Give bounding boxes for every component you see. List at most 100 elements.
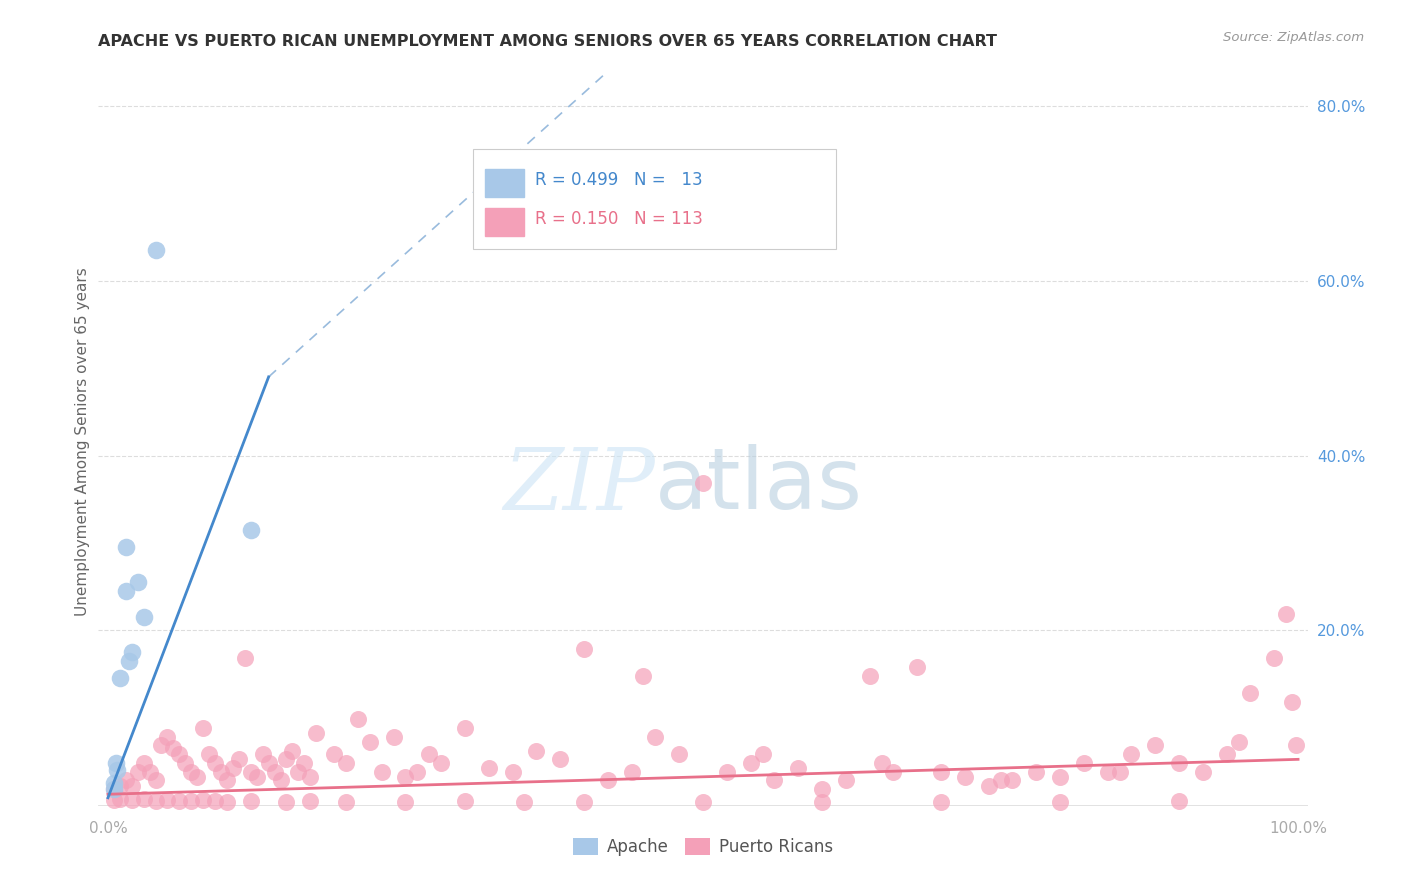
Point	[281, 743, 304, 757]
Text: Source: ZipAtlas.com: Source: ZipAtlas.com	[1223, 31, 1364, 45]
Point	[502, 764, 524, 779]
Point	[169, 794, 191, 808]
Point	[145, 244, 167, 258]
Point	[1263, 651, 1285, 665]
Point	[191, 793, 214, 807]
Y-axis label: Unemployment Among Seniors over 65 years: Unemployment Among Seniors over 65 years	[75, 268, 90, 615]
Point	[929, 764, 952, 779]
Point	[162, 741, 184, 756]
Point	[287, 764, 309, 779]
Point	[1227, 735, 1250, 749]
Point	[811, 795, 834, 809]
Point	[977, 779, 1000, 793]
Point	[222, 761, 245, 775]
Point	[859, 668, 882, 682]
Point	[292, 756, 315, 770]
Text: atlas: atlas	[655, 444, 863, 527]
Point	[763, 773, 786, 788]
Point	[620, 764, 643, 779]
Point	[1108, 764, 1130, 779]
Bar	[485, 169, 524, 197]
Point	[347, 712, 370, 726]
Point	[1239, 686, 1261, 700]
Point	[114, 540, 136, 554]
Point	[114, 583, 136, 598]
Point	[1168, 756, 1191, 770]
Point	[107, 763, 129, 777]
Text: APACHE VS PUERTO RICAN UNEMPLOYMENT AMONG SENIORS OVER 65 YEARS CORRELATION CHAR: APACHE VS PUERTO RICAN UNEMPLOYMENT AMON…	[98, 35, 997, 49]
Point	[204, 794, 226, 808]
Point	[335, 756, 357, 770]
Point	[644, 730, 666, 744]
Point	[180, 794, 202, 808]
Point	[263, 764, 285, 779]
Point	[1275, 607, 1298, 622]
Point	[103, 776, 125, 790]
Point	[1001, 773, 1024, 788]
Point	[335, 795, 357, 809]
Point	[1049, 770, 1071, 784]
Point	[1097, 764, 1119, 779]
Point	[811, 782, 834, 797]
Point	[180, 764, 202, 779]
Point	[246, 770, 269, 784]
Point	[132, 610, 155, 624]
Point	[108, 671, 131, 685]
Point	[692, 795, 714, 809]
Point	[150, 739, 173, 753]
Point	[118, 654, 141, 668]
Point	[228, 752, 250, 766]
Point	[233, 651, 256, 665]
Point	[787, 761, 810, 775]
Point	[276, 752, 298, 766]
Text: R = 0.150   N = 113: R = 0.150 N = 113	[534, 211, 703, 228]
Point	[1073, 756, 1095, 770]
Point	[103, 793, 125, 807]
Point	[270, 773, 292, 788]
Point	[132, 756, 155, 770]
Point	[121, 645, 143, 659]
Point	[186, 770, 208, 784]
Point	[323, 747, 346, 761]
Point	[239, 764, 262, 779]
Point	[127, 764, 149, 779]
Point	[103, 782, 125, 797]
Point	[835, 773, 858, 788]
Point	[953, 770, 976, 784]
Point	[132, 792, 155, 806]
Point	[668, 747, 690, 761]
Point	[121, 793, 143, 807]
Point	[1121, 747, 1143, 761]
Point	[239, 523, 262, 537]
Point	[276, 795, 298, 809]
Point	[716, 764, 738, 779]
Point	[114, 773, 136, 788]
Point	[1281, 695, 1303, 709]
Point	[359, 735, 381, 749]
Point	[215, 795, 238, 809]
Point	[121, 779, 143, 793]
Point	[633, 668, 655, 682]
Point	[252, 747, 274, 761]
Point	[406, 764, 429, 779]
Point	[145, 794, 167, 808]
Point	[105, 756, 128, 770]
Point	[454, 721, 477, 735]
Point	[572, 795, 595, 809]
Point	[382, 730, 405, 744]
Point	[1049, 795, 1071, 809]
Point	[751, 747, 773, 761]
Point	[905, 660, 928, 674]
Point	[1215, 747, 1237, 761]
Point	[548, 752, 571, 766]
Point	[103, 782, 125, 797]
Point	[572, 642, 595, 657]
Point	[692, 476, 714, 491]
Point	[156, 793, 179, 807]
Point	[370, 764, 392, 779]
Point	[1192, 764, 1215, 779]
Point	[513, 795, 536, 809]
Point	[1285, 739, 1308, 753]
Point	[1168, 794, 1191, 808]
Point	[204, 756, 226, 770]
